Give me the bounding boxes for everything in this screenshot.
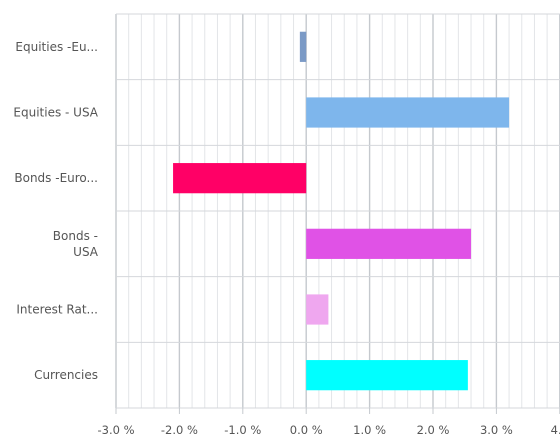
x-tick-label: 4...	[551, 423, 560, 437]
bar[interactable]	[173, 163, 307, 194]
category-labels: Equities -Eu... Equities - USA Bonds -Euro…	[13, 40, 98, 382]
x-tick-label: -1.0 %	[224, 423, 261, 437]
x-tick-labels: -3.0 % -2.0 % -1.0 % 0.0 % 1.0 % 2.0 % 3.0 % 4.…	[97, 423, 560, 437]
bar[interactable]	[306, 228, 472, 259]
category-label: Equities -Eu...	[15, 40, 98, 54]
category-label: Interest Rat...	[16, 303, 98, 317]
bar[interactable]	[299, 31, 307, 62]
bars	[173, 31, 510, 391]
bar[interactable]	[306, 97, 510, 128]
grid-lines	[115, 13, 560, 414]
category-label: Bonds -Euro...	[14, 171, 98, 185]
x-tick-label: 1.0 %	[353, 423, 386, 437]
x-tick-label: -3.0 %	[97, 423, 134, 437]
category-label: Currencies	[34, 368, 98, 382]
bar[interactable]	[306, 360, 468, 391]
x-tick-label: -2.0 %	[161, 423, 198, 437]
x-tick-label: 3.0 %	[480, 423, 513, 437]
x-tick-label: 0.0 %	[290, 423, 323, 437]
bar[interactable]	[306, 294, 329, 325]
category-label: Bonds -USA	[53, 229, 99, 259]
x-tick-label: 2.0 %	[417, 423, 450, 437]
category-label: Equities - USA	[13, 106, 98, 120]
